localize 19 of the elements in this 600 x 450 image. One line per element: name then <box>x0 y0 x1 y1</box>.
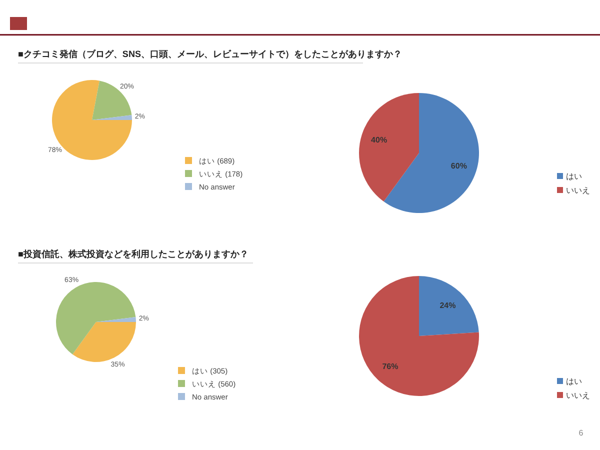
pie-slice <box>72 322 136 362</box>
legend-label: いいえ <box>566 391 590 400</box>
pie-slice <box>92 80 132 120</box>
pie-slice <box>419 276 479 336</box>
pie-slice <box>56 282 136 354</box>
data-label: 76% <box>382 362 398 372</box>
chart-title: ■投資信託、株式投資などを利用したことがありますか？ <box>18 249 248 259</box>
legend-label: はい <box>566 377 582 386</box>
pie-slice <box>359 93 419 202</box>
pie-slice <box>96 316 136 322</box>
data-label: 40% <box>371 136 388 145</box>
legend-label: いいえ <box>566 186 590 195</box>
text: 6 <box>578 428 584 438</box>
pie-slice <box>359 276 479 396</box>
data-label: 24% <box>440 300 456 310</box>
legend-label: はい <box>566 172 582 181</box>
chart-title: ■クチコミ発信（ブログ、SNS、口頭、メール、レビューサイトで）をしたことがありますか？ <box>18 49 402 59</box>
data-label: 60% <box>450 161 467 170</box>
pie-slice <box>92 114 132 120</box>
